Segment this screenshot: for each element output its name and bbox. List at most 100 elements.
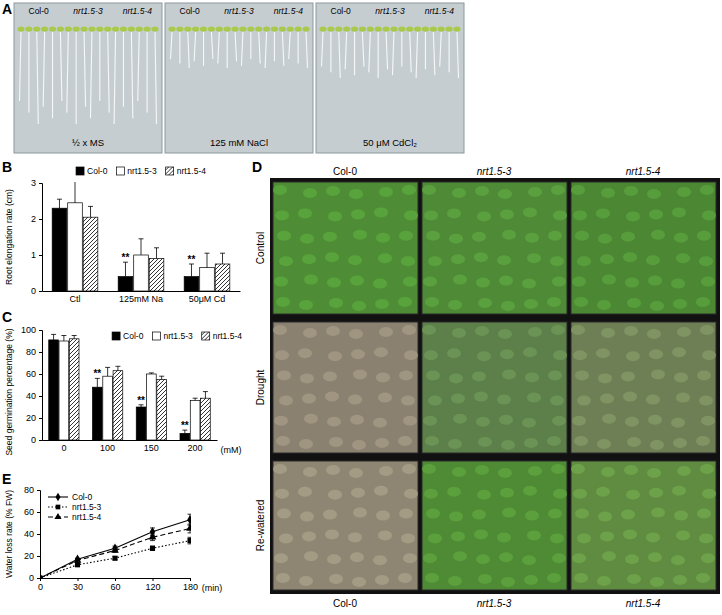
seedling bbox=[49, 26, 56, 31]
seedling bbox=[136, 26, 143, 31]
plant bbox=[348, 395, 362, 405]
plant bbox=[451, 531, 465, 541]
panel-letter: D bbox=[252, 159, 262, 175]
root bbox=[218, 32, 220, 64]
plant bbox=[523, 207, 537, 217]
plant bbox=[398, 297, 412, 307]
y-axis-tick: 1 bbox=[31, 250, 42, 260]
plant bbox=[378, 393, 392, 403]
plant bbox=[699, 396, 713, 406]
error-bar bbox=[188, 514, 192, 525]
plant bbox=[497, 255, 511, 265]
x-axis-tick-label: 0 bbox=[38, 582, 43, 592]
root bbox=[138, 32, 140, 101]
plant bbox=[472, 232, 486, 242]
seedling bbox=[17, 26, 24, 31]
point bbox=[75, 562, 80, 567]
root bbox=[265, 32, 267, 68]
bar bbox=[52, 208, 67, 291]
tray-background bbox=[422, 322, 567, 453]
plant bbox=[448, 439, 462, 449]
condition-label: ½ x MS bbox=[72, 137, 104, 148]
bars bbox=[49, 334, 211, 440]
bar bbox=[180, 433, 190, 440]
y-axis-tick-label: 20 bbox=[26, 413, 36, 423]
plant bbox=[596, 208, 610, 218]
y-axis-line bbox=[39, 184, 43, 292]
plant bbox=[374, 347, 388, 357]
plant bbox=[649, 488, 663, 498]
root bbox=[410, 32, 412, 72]
error-bar bbox=[105, 367, 110, 376]
plant bbox=[329, 574, 343, 584]
y-axis-tick-mark bbox=[37, 512, 40, 513]
legend-item: nrt1.5-4 bbox=[48, 512, 102, 522]
plant bbox=[398, 436, 412, 446]
plant bbox=[327, 554, 341, 564]
bar bbox=[215, 264, 230, 291]
plant bbox=[348, 532, 362, 542]
y-axis-tick-label: 3 bbox=[31, 178, 36, 188]
plant bbox=[428, 533, 442, 543]
plant bbox=[378, 530, 392, 540]
plant bbox=[624, 186, 638, 196]
y-axis-tick: 3 bbox=[31, 178, 42, 188]
plant bbox=[422, 325, 436, 335]
plant bbox=[674, 233, 688, 243]
y-axis-tick: 40 bbox=[26, 391, 42, 401]
plant bbox=[277, 231, 291, 241]
seedling bbox=[168, 26, 175, 31]
plant bbox=[276, 297, 290, 307]
seedling bbox=[367, 26, 374, 31]
x-axis-tick: 50μM Cd bbox=[189, 291, 226, 304]
plant bbox=[423, 416, 437, 426]
legend-label: Col-0 bbox=[123, 331, 144, 341]
genotype-label: Col-0 bbox=[333, 598, 357, 609]
plant bbox=[601, 328, 615, 338]
seedling bbox=[263, 26, 270, 31]
plant bbox=[279, 396, 293, 406]
plant bbox=[475, 465, 489, 475]
plant bbox=[298, 348, 312, 358]
legend-item: nrt1.5-3 bbox=[48, 502, 102, 512]
plant bbox=[423, 277, 437, 287]
x-axis-tick: 100 bbox=[100, 440, 115, 453]
plant bbox=[553, 210, 567, 220]
plant bbox=[572, 553, 586, 563]
plant bbox=[349, 468, 363, 478]
error-bar bbox=[205, 253, 210, 267]
root bbox=[457, 32, 459, 78]
plant bbox=[300, 234, 314, 244]
x-axis-tick-label: 150 bbox=[144, 443, 159, 453]
y-axis-tick: 100 bbox=[21, 325, 42, 335]
plant bbox=[304, 275, 318, 285]
plant bbox=[373, 279, 387, 289]
plant bbox=[452, 328, 466, 338]
legend-label: Col-0 bbox=[87, 166, 108, 176]
root bbox=[322, 32, 324, 67]
plant bbox=[672, 207, 686, 217]
plant bbox=[373, 418, 387, 428]
error-bar bbox=[150, 546, 155, 550]
y-axis-tick: 60 bbox=[24, 507, 40, 517]
plant bbox=[300, 512, 314, 522]
seedling bbox=[96, 26, 103, 31]
root bbox=[52, 32, 53, 118]
point bbox=[187, 538, 191, 543]
plant bbox=[302, 394, 316, 404]
plant bbox=[577, 533, 591, 543]
y-axis-tick-label: 0 bbox=[31, 435, 36, 445]
plant bbox=[273, 464, 287, 474]
plant bbox=[402, 185, 416, 195]
error-bar bbox=[123, 262, 128, 276]
error-bar bbox=[188, 537, 192, 544]
plant bbox=[598, 512, 612, 522]
plant bbox=[325, 392, 339, 402]
plant bbox=[328, 351, 342, 361]
seedling bbox=[112, 26, 119, 31]
plant bbox=[649, 209, 663, 219]
plant bbox=[626, 211, 640, 221]
root bbox=[416, 32, 418, 78]
x-axis-tick-mark bbox=[153, 578, 154, 581]
genotype-label: Col-0 bbox=[180, 6, 201, 16]
